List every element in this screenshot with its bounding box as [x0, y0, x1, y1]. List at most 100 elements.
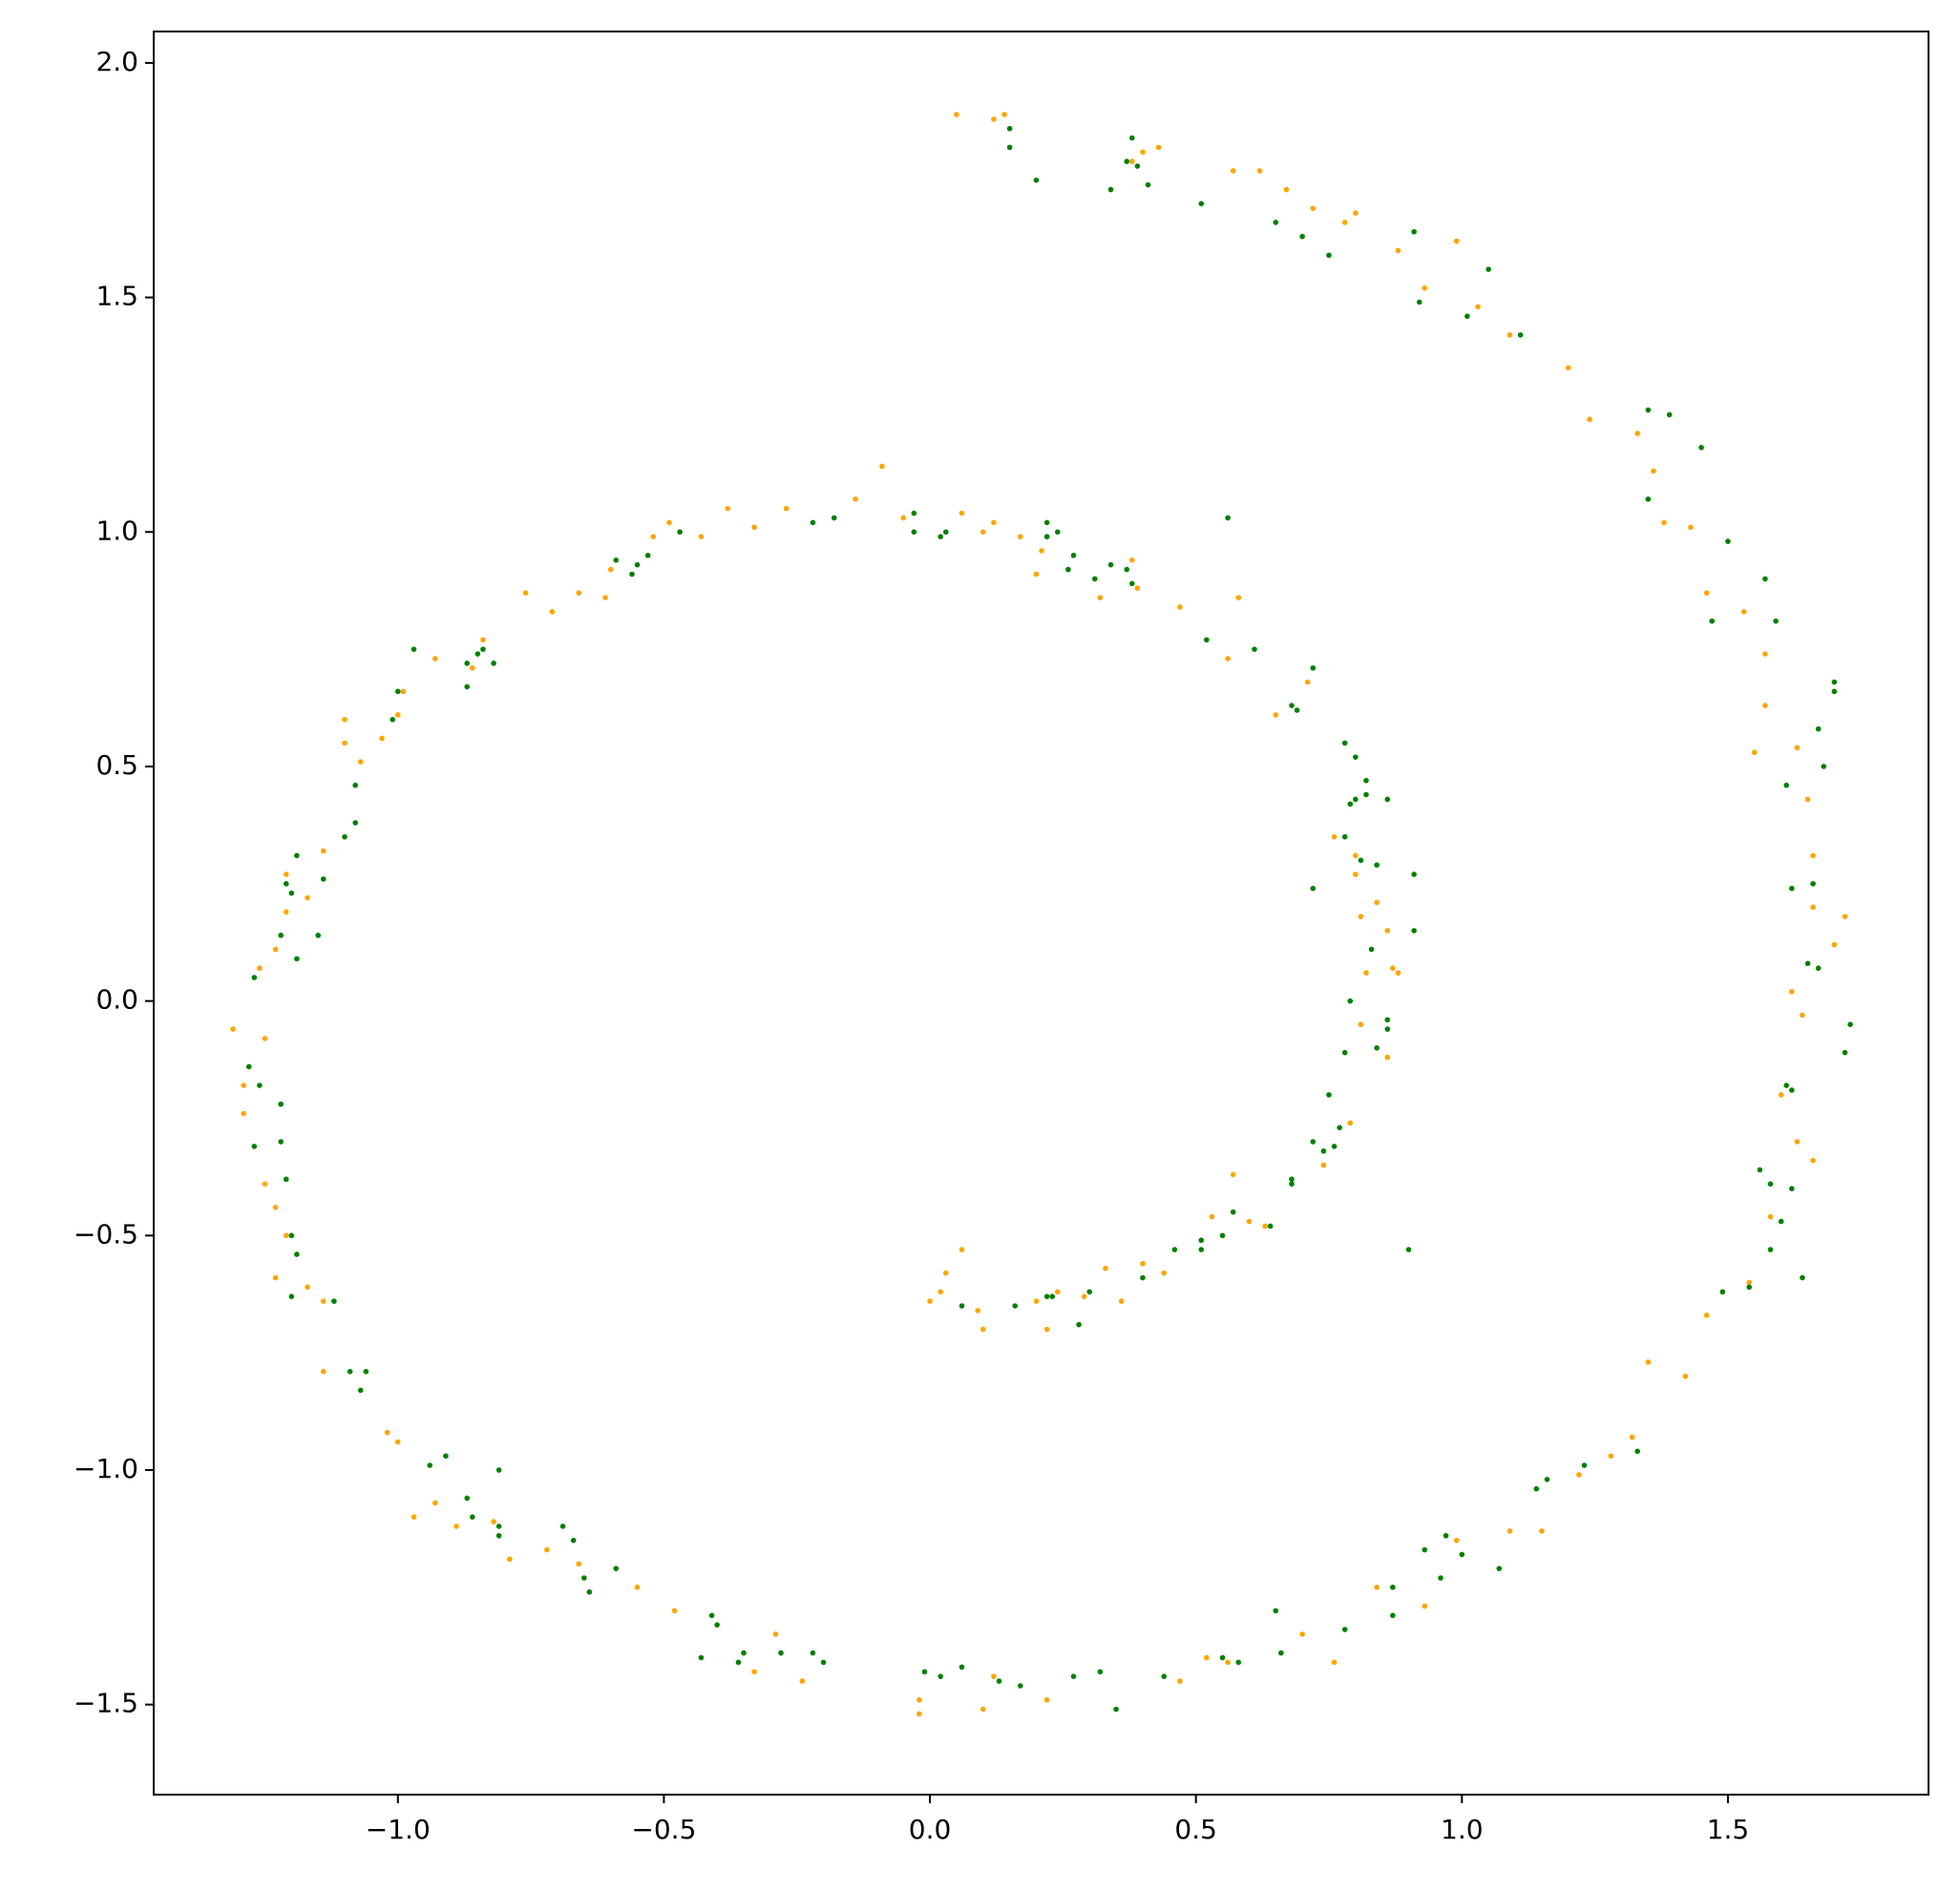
point [1719, 1289, 1726, 1295]
x-tick-label: 1.0 [1441, 1814, 1484, 1845]
point [495, 1467, 502, 1473]
point [581, 1575, 587, 1581]
point [1422, 1546, 1428, 1553]
y-tick-label: 1.5 [95, 281, 138, 312]
point [1459, 1551, 1465, 1558]
x-tick-label: −0.5 [631, 1814, 696, 1845]
point [320, 1368, 327, 1375]
point [352, 820, 358, 826]
point [1783, 782, 1790, 788]
point [1794, 745, 1801, 751]
point [1128, 135, 1135, 141]
point [1353, 852, 1359, 859]
point [980, 1326, 986, 1333]
point [1320, 1148, 1327, 1154]
point [1358, 857, 1364, 864]
point [1762, 703, 1768, 708]
point [735, 1659, 742, 1666]
point [1788, 885, 1795, 892]
point [480, 646, 486, 652]
point [1703, 1313, 1710, 1318]
y-tick-label: −1.0 [74, 1453, 138, 1484]
point [1347, 998, 1354, 1004]
point [820, 1659, 827, 1666]
point [911, 510, 917, 516]
point [1453, 1537, 1460, 1544]
point [831, 515, 837, 521]
point [1831, 679, 1838, 685]
point [257, 1083, 263, 1088]
point [1341, 833, 1348, 840]
y-tick-label: 0.0 [95, 984, 138, 1016]
point [1235, 595, 1242, 600]
x-tick-label: 1.5 [1707, 1814, 1750, 1845]
point [1155, 144, 1162, 151]
point [315, 933, 321, 938]
point [634, 561, 641, 568]
point [1751, 749, 1758, 756]
point [1043, 534, 1050, 539]
point [1140, 1260, 1146, 1267]
point [1788, 989, 1795, 995]
point [1118, 1298, 1125, 1304]
point [1198, 1237, 1205, 1244]
point [272, 1205, 279, 1210]
point [305, 1284, 310, 1291]
point [1374, 1044, 1380, 1051]
point [1331, 1144, 1338, 1149]
point [1310, 885, 1317, 892]
point [1267, 1223, 1274, 1230]
point [241, 1083, 246, 1088]
point [469, 1514, 475, 1520]
point [1225, 515, 1231, 521]
point [751, 524, 757, 531]
point [1767, 1181, 1774, 1188]
point [342, 833, 348, 840]
point [1634, 1448, 1640, 1455]
point [1017, 534, 1023, 539]
point [1757, 1167, 1763, 1173]
point [1219, 1232, 1226, 1239]
point [480, 637, 486, 643]
point [443, 1453, 449, 1460]
point [522, 590, 529, 596]
point [1033, 571, 1040, 578]
point [1134, 163, 1141, 169]
point [283, 909, 289, 915]
point [411, 646, 417, 652]
point [1204, 1654, 1210, 1661]
point [1128, 158, 1135, 164]
point [698, 1654, 705, 1661]
point [1134, 585, 1141, 592]
point [1533, 1485, 1540, 1492]
point [294, 1251, 300, 1257]
point [576, 590, 582, 596]
point [1416, 299, 1423, 305]
point [1294, 707, 1300, 713]
point [1341, 740, 1348, 746]
point [1395, 970, 1402, 976]
point [1113, 1706, 1119, 1713]
y-tick-label: −0.5 [74, 1218, 138, 1250]
point [283, 1232, 289, 1239]
point [1273, 1608, 1279, 1614]
point [917, 1696, 922, 1703]
point [394, 712, 401, 718]
point [1794, 1139, 1801, 1145]
point [427, 1462, 433, 1468]
point [1709, 618, 1715, 624]
point [363, 1368, 369, 1375]
point [1097, 1669, 1104, 1675]
point [559, 1524, 566, 1529]
point [1001, 112, 1007, 117]
point [1140, 1274, 1146, 1281]
point [1831, 688, 1838, 695]
point [1384, 1017, 1391, 1023]
point [230, 1026, 236, 1032]
point [1353, 872, 1359, 877]
point [1070, 553, 1077, 558]
point [469, 664, 475, 671]
point [495, 1532, 502, 1539]
point [283, 880, 289, 887]
point [1842, 1049, 1848, 1056]
